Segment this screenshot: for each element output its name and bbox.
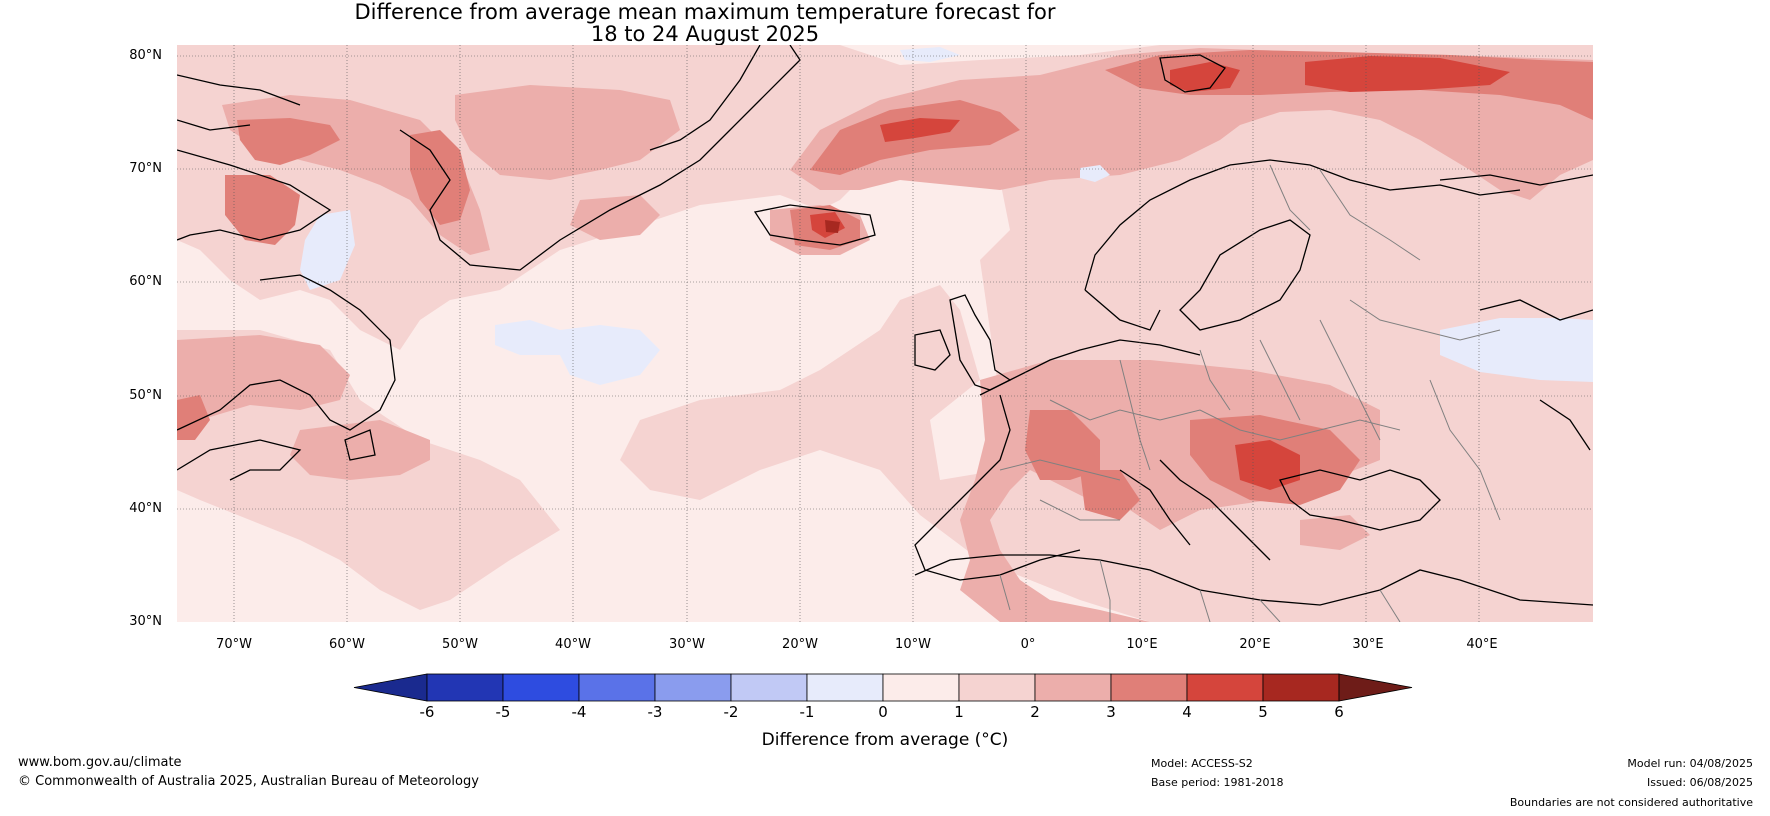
colorbar-tick-label: 4 [1182,703,1192,721]
colorbar-segment [1186,673,1264,702]
colorbar-tick-label: -5 [495,703,511,721]
lon-label-20e: 20°E [1239,637,1271,652]
colorbar-tick-label: -2 [723,703,739,721]
disclaimer-text: Boundaries are not considered authoritat… [1509,796,1753,809]
colorbar-segment [958,673,1036,702]
lon-label-50w: 50°W [442,637,478,652]
lon-label-70w: 70°W [216,637,252,652]
lat-label-50n: 50°N [129,388,162,403]
copyright-text: © Commonwealth of Australia 2025, Austra… [18,774,479,789]
colorbar-tick-label: 6 [1334,703,1344,721]
lat-label-70n: 70°N [129,161,162,176]
colorbar-tick-label: -4 [571,703,587,721]
map-title-line1: Difference from average mean maximum tem… [354,0,1056,24]
colorbar [353,673,1413,702]
colorbar-segment [730,673,808,702]
lon-label-30e: 30°E [1352,637,1384,652]
colorbar-segment [502,673,580,702]
lon-label-20w: 20°W [782,637,818,652]
lat-label-60n: 60°N [129,274,162,289]
colorbar-tick-label: -3 [647,703,663,721]
website-link[interactable]: www.bom.gov.au/climate [18,755,182,770]
colorbar-segment [654,673,732,702]
colorbar-extend-low [353,673,428,702]
lon-label-30w: 30°W [669,637,705,652]
anomaly-field-minus1-0 [300,47,1593,385]
colorbar-tick-label: 0 [878,703,888,721]
country-borders [999,164,1501,622]
colorbar-tick-label: -1 [799,703,815,721]
colorbar-tick-label: -6 [419,703,435,721]
lat-label-40n: 40°N [129,501,162,516]
colorbar-segment [426,673,504,702]
colorbar-extend-high [1338,673,1413,702]
colorbar-segment [1110,673,1188,702]
lon-label-40w: 40°W [555,637,591,652]
lon-label-0: 0° [1020,637,1036,652]
model-name: Model: ACCESS-S2 [1151,757,1253,770]
colorbar-segment [1262,673,1340,702]
base-period: Base period: 1981-2018 [1151,776,1284,789]
colorbar-tick-label: 1 [954,703,964,721]
anomaly-field-5-6 [825,220,840,233]
colorbar-segment [882,673,960,702]
lon-label-60w: 60°W [329,637,365,652]
colorbar-tick-label: 5 [1258,703,1268,721]
issued-date: Issued: 06/08/2025 [1646,776,1753,789]
colorbar-segment [578,673,656,702]
coastlines [177,45,1593,606]
graticule [177,45,1593,622]
lat-label-80n: 80°N [129,48,162,63]
colorbar-tick-label: 3 [1106,703,1116,721]
lon-label-10e: 10°E [1126,637,1158,652]
anomaly-field-4-5 [810,56,1510,490]
lon-label-10w: 10°W [895,637,931,652]
colorbar-tick-label: 2 [1030,703,1040,721]
lon-label-40e: 40°E [1466,637,1498,652]
colorbar-label: Difference from average (°C) [761,730,1009,750]
colorbar-segment [806,673,884,702]
lat-label-30n: 30°N [129,614,162,629]
colorbar-segment [1034,673,1112,702]
map-title-line2: 18 to 24 August 2025 [590,22,820,46]
model-run-date: Model run: 04/08/2025 [1627,757,1753,770]
map-area [177,45,1593,622]
